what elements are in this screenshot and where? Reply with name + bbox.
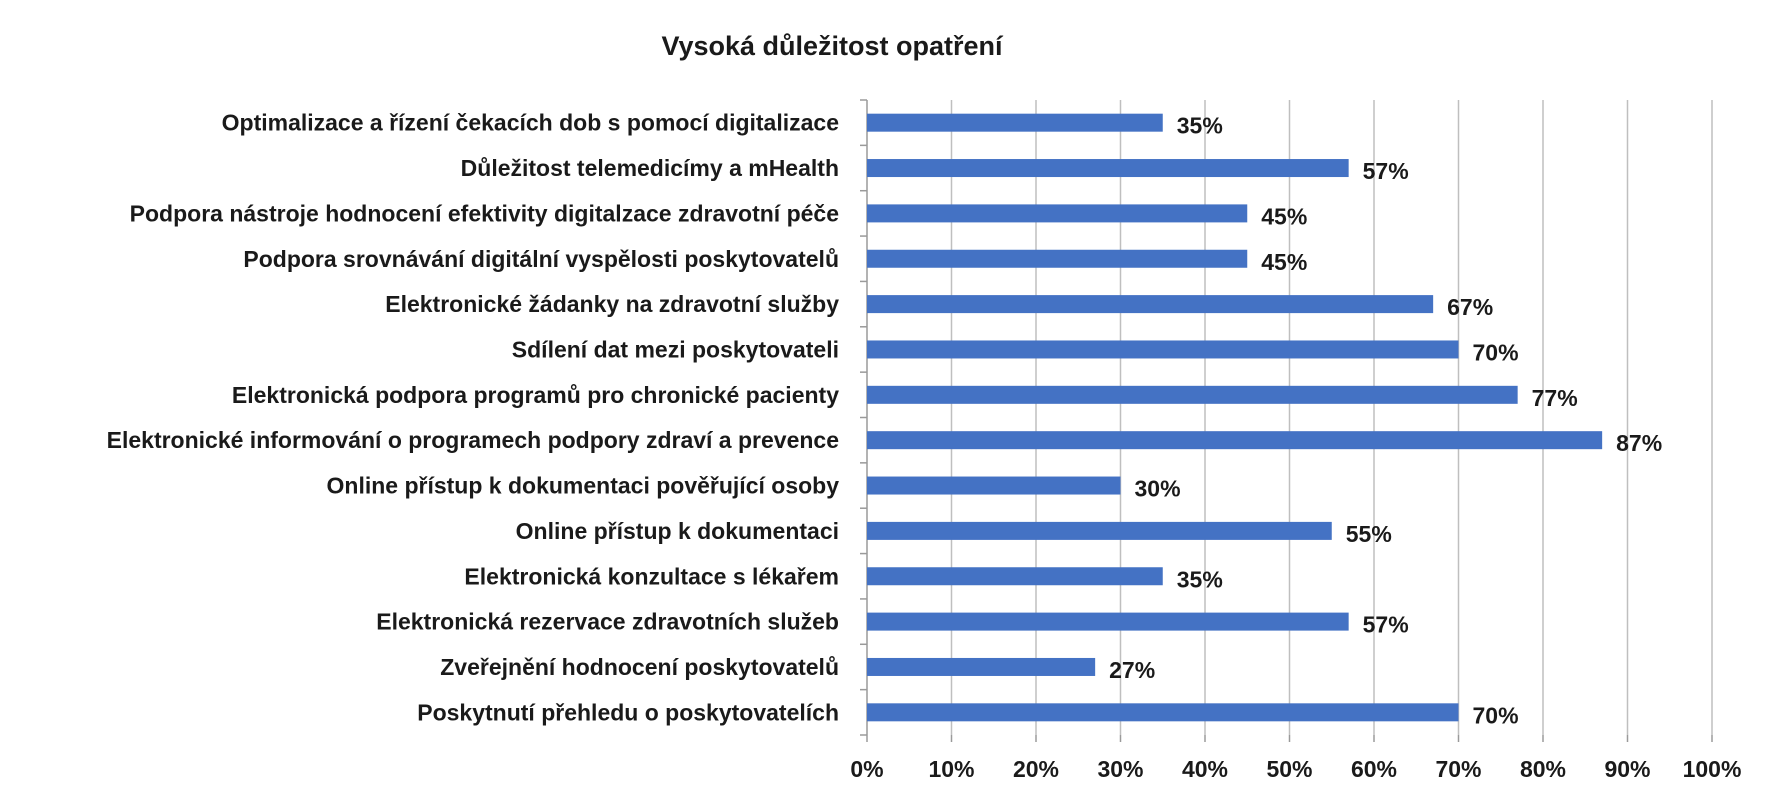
x-tick-label: 50% [1266,756,1312,782]
data-label: 30% [1135,476,1181,502]
bar [867,204,1248,223]
data-label: 57% [1363,612,1409,638]
x-tick-label: 60% [1351,756,1397,782]
bar [867,521,1332,540]
category-label: Online přístup k dokumentaci [516,518,839,544]
x-tick-label: 40% [1182,756,1228,782]
data-label: 35% [1177,113,1223,139]
x-tick-label: 80% [1520,756,1566,782]
category-label: Online přístup k dokumentaci pověřující … [327,473,840,499]
bar [867,249,1248,268]
bar [867,476,1121,495]
data-label: 70% [1473,339,1519,365]
bar [867,657,1096,676]
data-label: 45% [1261,203,1307,229]
x-axis-ticks: 0% 10% 20% 30% 40% 50% 60% 70% 80% 90% 100% [850,756,1741,782]
data-label: 35% [1177,566,1223,592]
bar [867,703,1459,722]
data-label: 55% [1346,521,1392,547]
category-label: Optimalizace a řízení čekacích dob s pom… [222,110,839,136]
bar [867,295,1434,314]
x-tick-label: 30% [1097,756,1143,782]
category-label: Podpora nástroje hodnocení efektivity di… [130,200,839,226]
category-label: Sdílení dat mezi poskytovateli [512,336,839,362]
data-label: 67% [1447,294,1493,320]
x-tick-label: 10% [928,756,974,782]
category-label: Elektronická podpora programů pro chroni… [232,382,839,408]
x-tick-label: 90% [1604,756,1650,782]
gridlines [860,99,1713,742]
category-labels: Optimalizace a řízení čekacích dob s pom… [107,110,840,726]
bar [867,431,1603,450]
category-label: Důležitost telemedicímy a mHealth [461,155,839,181]
category-label: Podpora srovnávání digitální vyspělosti … [243,246,839,272]
x-tick-label: 20% [1013,756,1059,782]
bar [867,113,1163,132]
category-label: Elektronická konzultace s lékařem [464,563,839,589]
bar [867,612,1349,631]
bar [867,385,1518,404]
data-label: 87% [1616,430,1662,456]
category-label: Elektronické žádanky na zdravotní služby [385,291,839,317]
data-label: 27% [1109,657,1155,683]
x-tick-label: 70% [1435,756,1481,782]
category-label: Elektronická rezervace zdravotních služe… [376,609,839,635]
category-label: Elektronické informování o programech po… [107,427,839,453]
chart-title: Vysoká důležitost opatření [661,31,1004,61]
data-label: 70% [1473,702,1519,728]
x-tick-label: 100% [1683,756,1742,782]
value-labels: 35% 57% 45% 45% 67% 70% 77% 87% 30% 55% 35% 57% 27% 7… [1109,113,1662,729]
bar [867,567,1163,586]
data-label: 77% [1532,385,1578,411]
x-tick-label: 0% [850,756,883,782]
category-label: Zveřejnění hodnocení poskytovatelů [440,654,839,680]
bar [867,340,1459,359]
category-label: Poskytnutí přehledu o poskytovatelích [417,699,839,725]
data-label: 57% [1363,158,1409,184]
data-label: 45% [1261,249,1307,275]
bar [867,159,1349,178]
bars [867,113,1603,722]
